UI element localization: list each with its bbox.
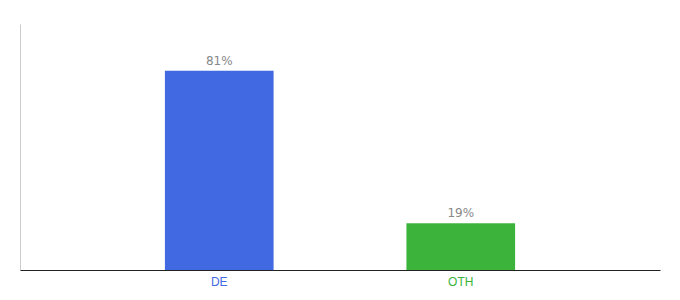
x-tick-label: OTH [448,275,473,289]
bar [406,223,515,270]
x-axis: DE OTH [21,270,661,289]
data-label: 19% [447,206,474,220]
plot-area: DE OTH 81% 19% [21,25,661,290]
chart: DE OTH 81% 19% [0,0,680,300]
x-tick: DE [211,270,228,289]
bar [165,71,274,270]
data-label: 81% [206,54,233,68]
y-axis-line [20,25,21,271]
x-tick: OTH [448,270,473,289]
chart-container: DE OTH 81% 19% [0,0,680,300]
data-labels: 81% 19% [206,54,474,221]
x-axis-line [21,270,661,271]
bars [165,71,515,270]
y-axis [20,25,21,271]
x-tick-label: DE [211,275,228,289]
